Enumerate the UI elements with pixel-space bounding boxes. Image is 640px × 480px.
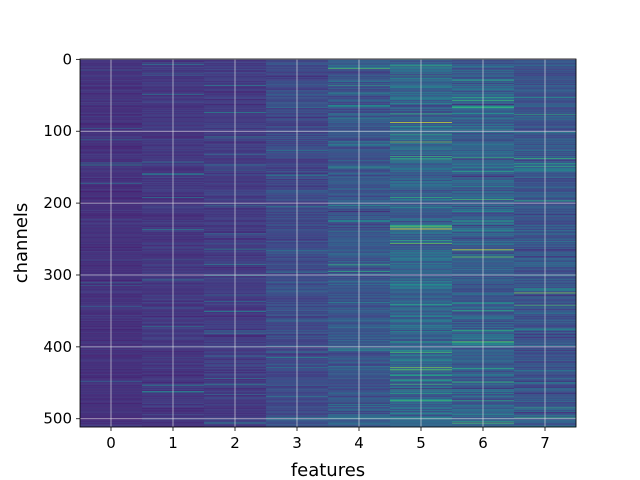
y-axis-label: channels (11, 203, 32, 284)
x-tick-label: 4 (354, 434, 364, 452)
y-tick-label: 0 (62, 50, 72, 68)
y-tick-label: 400 (43, 338, 72, 356)
y-tick-label: 100 (43, 122, 72, 140)
y-tick-label: 500 (43, 410, 72, 428)
x-axis-label: features (291, 460, 365, 480)
x-tick-label: 7 (540, 434, 550, 452)
y-axis: 0 100 200 300 400 500 (43, 50, 80, 428)
x-tick-label: 3 (292, 434, 302, 452)
x-tick-label: 0 (106, 434, 116, 452)
grid-lines (80, 58, 576, 427)
plot-area (80, 59, 577, 428)
x-tick-label: 5 (416, 434, 426, 452)
x-tick-label: 2 (230, 434, 240, 452)
x-tick-label: 1 (168, 434, 178, 452)
y-tick-label: 200 (43, 194, 72, 212)
x-axis: 0 1 2 3 4 5 6 7 (106, 427, 550, 452)
plot-frame (79, 58, 577, 428)
y-tick-label: 300 (43, 266, 72, 284)
x-tick-label: 6 (478, 434, 488, 452)
